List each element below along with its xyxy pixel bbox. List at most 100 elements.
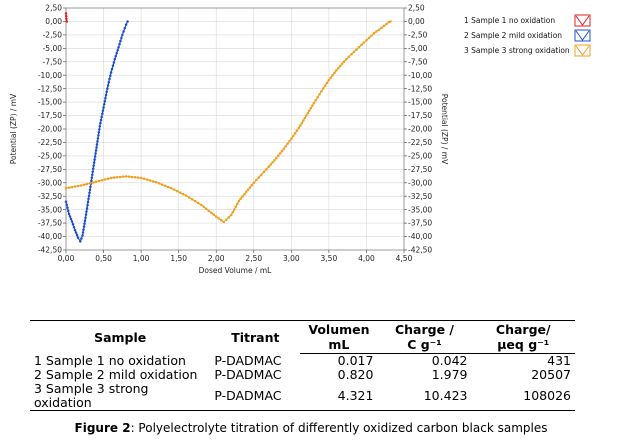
y-tick-label-left: -22,50 xyxy=(38,138,62,147)
data-point xyxy=(130,175,134,179)
data-point xyxy=(166,185,170,189)
data-point xyxy=(97,179,101,183)
cell-charge-ueq: 108026 xyxy=(523,388,571,403)
data-point xyxy=(136,176,140,179)
series-1 xyxy=(64,12,69,23)
cell-charge-ueq: 431 xyxy=(547,353,571,368)
data-point xyxy=(314,98,317,102)
cell-volume: 0.820 xyxy=(337,367,374,382)
data-point xyxy=(67,186,71,189)
data-point xyxy=(114,54,118,58)
data-point xyxy=(297,126,301,130)
data-point xyxy=(196,201,200,205)
data-point xyxy=(85,207,89,210)
data-point xyxy=(115,51,118,55)
data-point xyxy=(99,121,102,125)
data-point xyxy=(99,118,103,122)
data-point xyxy=(239,197,242,201)
data-point xyxy=(245,190,248,194)
data-point xyxy=(207,209,210,212)
x-tick-label: 2,00 xyxy=(208,254,225,263)
cell-titrant: P-DADMAC xyxy=(214,367,282,382)
data-point xyxy=(308,109,311,112)
data-point xyxy=(73,228,77,232)
data-point xyxy=(64,186,68,190)
data-point xyxy=(345,58,348,61)
y-tick-label-left: 0,00 xyxy=(45,17,62,26)
data-point xyxy=(284,145,287,148)
data-point xyxy=(94,180,98,183)
data-point xyxy=(229,213,233,217)
data-point xyxy=(94,149,98,152)
y-tick-label-right: 0,00 xyxy=(408,17,425,26)
series-line xyxy=(65,20,391,223)
cell-titrant: P-DADMAC xyxy=(214,352,282,368)
y-axis-left: 2,50 0,00 -2,50 -5,00 -7,50 -10,00 -12,50 -15,0… xyxy=(38,4,66,255)
data-point xyxy=(124,23,128,26)
data-point xyxy=(178,191,182,194)
y-tick-label-left: -15,00 xyxy=(38,98,62,107)
data-point xyxy=(93,158,96,161)
data-point xyxy=(250,183,254,187)
data-point xyxy=(231,210,234,214)
y-tick-label-left: -7,50 xyxy=(43,57,63,66)
data-point xyxy=(96,137,100,140)
data-point xyxy=(291,134,295,138)
data-point xyxy=(69,217,73,221)
data-point xyxy=(365,39,368,42)
cell-volume: 0.017 xyxy=(337,353,374,368)
data-point xyxy=(95,146,98,149)
y-tick-label-right: -2,50 xyxy=(408,30,428,39)
header-volumen: Volumen xyxy=(308,322,370,337)
data-point xyxy=(352,50,356,54)
data-point xyxy=(350,52,353,56)
legend-swatch xyxy=(574,14,591,27)
data-point xyxy=(318,93,321,96)
data-point xyxy=(117,46,120,49)
data-point xyxy=(367,36,371,40)
data-point xyxy=(98,125,102,128)
y-tick-label-right: -17,50 xyxy=(408,111,432,120)
data-point xyxy=(64,200,68,203)
data-point xyxy=(295,129,299,132)
data-point xyxy=(280,149,284,153)
data-point xyxy=(70,220,74,223)
data-point xyxy=(340,62,344,66)
data-point xyxy=(357,46,361,49)
data-point xyxy=(309,106,313,110)
data-point xyxy=(92,164,95,167)
data-point xyxy=(116,48,119,52)
data-point xyxy=(119,39,122,43)
data-point xyxy=(103,99,107,103)
data-point xyxy=(380,26,383,30)
data-point xyxy=(102,106,105,109)
data-point xyxy=(76,184,80,188)
data-point xyxy=(64,12,68,15)
x-tick-label: 3,00 xyxy=(283,254,300,263)
data-point xyxy=(85,182,89,186)
y-tick-label-right: -15,00 xyxy=(408,98,432,107)
data-point xyxy=(282,147,286,151)
results-table-wrap: Sample Titrant Volumen Charge / Charge/ … xyxy=(30,320,575,411)
data-point xyxy=(338,64,342,68)
y-tick-label-left: -25,00 xyxy=(38,151,62,160)
titration-chart: 2,50 0,00 -2,50 -5,00 -7,50 -10,00 -12,50 -15,0… xyxy=(9,4,591,275)
data-point xyxy=(202,205,205,209)
data-point xyxy=(335,69,338,72)
y-tick-label-left: -30,00 xyxy=(38,178,62,187)
data-point xyxy=(154,180,158,184)
data-point xyxy=(139,176,143,180)
y-tick-label-right: -10,00 xyxy=(408,71,432,80)
data-point xyxy=(71,223,75,226)
data-point xyxy=(100,115,103,119)
data-point xyxy=(112,176,116,179)
data-point xyxy=(219,218,223,222)
data-point xyxy=(104,93,108,97)
data-point xyxy=(385,22,388,26)
data-point xyxy=(111,64,115,68)
figure-label: Figure 2 xyxy=(74,421,131,435)
data-point xyxy=(94,152,97,155)
y-tick-label-left: -5,00 xyxy=(43,44,63,53)
data-point xyxy=(84,213,88,216)
data-point xyxy=(91,170,95,173)
